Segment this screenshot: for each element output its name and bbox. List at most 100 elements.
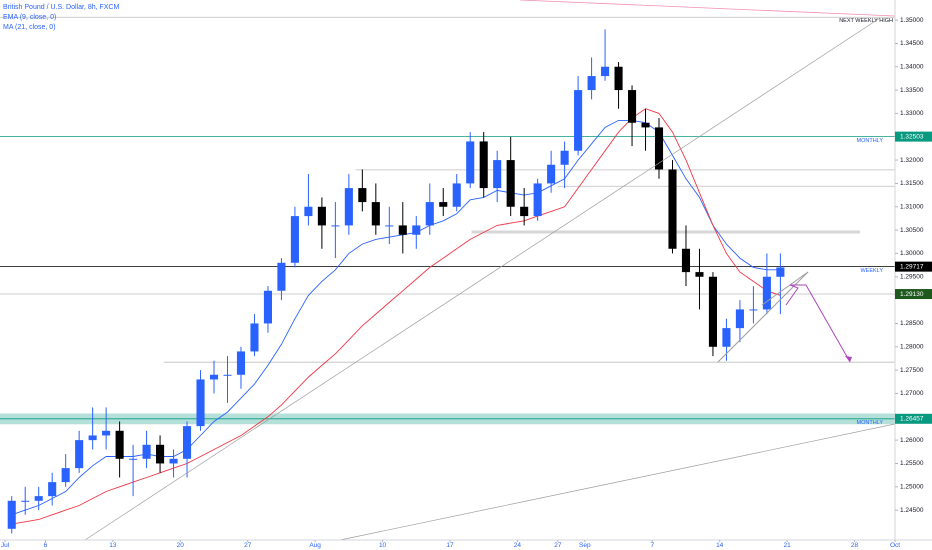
price-label: 1.29130 [900, 291, 924, 298]
candle-body [695, 272, 704, 277]
ma-line [11, 119, 781, 516]
candle-body [88, 435, 97, 441]
candle-body [668, 169, 677, 249]
candle-body [533, 183, 542, 217]
candle-body [7, 500, 16, 529]
legend-entry: MA (21, close, 0) [3, 24, 56, 31]
y-tick-label: 1.33500 [900, 87, 924, 94]
x-tick-label: 14 [716, 542, 724, 549]
triangle-line [761, 271, 809, 306]
candle-body [708, 276, 717, 347]
candle-body [681, 248, 691, 273]
candle-body [75, 440, 84, 469]
candle-body [722, 328, 731, 347]
x-tick-label: 6 [44, 542, 48, 549]
y-tick-label: 1.29500 [900, 273, 924, 280]
candle-body [263, 290, 272, 324]
y-tick-label: 1.34500 [900, 40, 924, 47]
candle-body [479, 141, 488, 189]
trendline [519, 0, 896, 17]
candle-body [344, 188, 353, 226]
x-tick-label: 13 [109, 542, 117, 549]
y-tick-label: 1.31500 [900, 180, 924, 187]
y-tick-label: 1.30000 [900, 250, 924, 257]
x-tick-label: 20 [177, 542, 185, 549]
candle-body [439, 202, 448, 207]
trendline [84, 17, 881, 541]
price-label: 1.26457 [900, 416, 924, 423]
candle-body [156, 444, 165, 464]
candle-body [614, 66, 623, 91]
annotation-text: NEXT WEEKLY HIGH [839, 18, 893, 24]
candle-body [749, 309, 758, 311]
x-tick-label: Aug [309, 542, 321, 549]
price-label-box [895, 261, 932, 272]
candle-body [317, 206, 326, 226]
level-text: WEEKLY [860, 268, 883, 274]
candle-body [547, 164, 556, 184]
candle-body [48, 482, 57, 497]
price-label: 1.32503 [900, 133, 924, 140]
ma-line [11, 108, 781, 525]
candle-body [776, 267, 785, 277]
candle-body [277, 262, 286, 291]
candle-body [236, 351, 246, 375]
price-label: 1.29717 [900, 263, 924, 270]
candle-body [358, 188, 367, 203]
candle-body [587, 76, 596, 91]
x-tick-label: 24 [514, 542, 522, 549]
projection-arrow [785, 284, 851, 363]
candle-body [182, 426, 192, 459]
candle-body [250, 323, 259, 352]
candle-body [520, 206, 529, 217]
x-tick-label: 28 [851, 542, 859, 549]
candle-body [398, 225, 407, 235]
candle-body [385, 225, 394, 227]
level-text: MONTHLY [857, 138, 884, 144]
y-tick-label: 1.27000 [900, 390, 924, 397]
y-tick-label: 1.31000 [900, 203, 924, 210]
y-tick-label: 1.27500 [900, 367, 924, 374]
x-tick-label: Oct [890, 542, 900, 549]
y-tick-label: 1.25500 [900, 460, 924, 467]
x-tick-label: 21 [784, 542, 792, 549]
y-tick-label: 1.26000 [900, 437, 924, 444]
candle-body [560, 150, 569, 165]
level-text: MONTHLY [857, 420, 884, 426]
x-tick-label: Jul [1, 542, 10, 549]
candle-body [102, 430, 111, 436]
y-tick-label: 1.25000 [900, 484, 924, 491]
candle-body [627, 90, 637, 123]
candle-body [506, 160, 515, 207]
triangle-line [717, 271, 809, 363]
candle-body [466, 141, 475, 184]
candle-body [601, 66, 610, 77]
y-tick-label: 1.24500 [900, 507, 924, 514]
candle-body [654, 127, 664, 170]
x-tick-label: Sep [579, 542, 591, 549]
y-tick-label: 1.33000 [900, 110, 924, 117]
trendline [339, 423, 896, 541]
y-tick-label: 1.35000 [900, 17, 924, 24]
x-tick-label: 17 [446, 542, 454, 549]
candle-body [61, 468, 70, 483]
legend-entry: EMA (9, close, 0) [3, 14, 56, 21]
plot-area [0, 16, 895, 534]
price-label-box [895, 131, 932, 142]
x-tick-label: 27 [554, 542, 562, 549]
candle-body [331, 225, 340, 227]
y-tick-label: 1.28000 [900, 343, 924, 350]
candle-body [762, 276, 771, 310]
candle-body [34, 496, 43, 501]
x-tick-label: 10 [379, 542, 387, 549]
y-tick-label: 1.28500 [900, 320, 924, 327]
candle-body [412, 225, 421, 235]
candle-body [371, 202, 380, 226]
x-tick-label: 27 [244, 542, 252, 549]
y-tick-label: 1.32000 [900, 157, 924, 164]
candle-body [129, 458, 138, 460]
candle-body [142, 444, 151, 459]
